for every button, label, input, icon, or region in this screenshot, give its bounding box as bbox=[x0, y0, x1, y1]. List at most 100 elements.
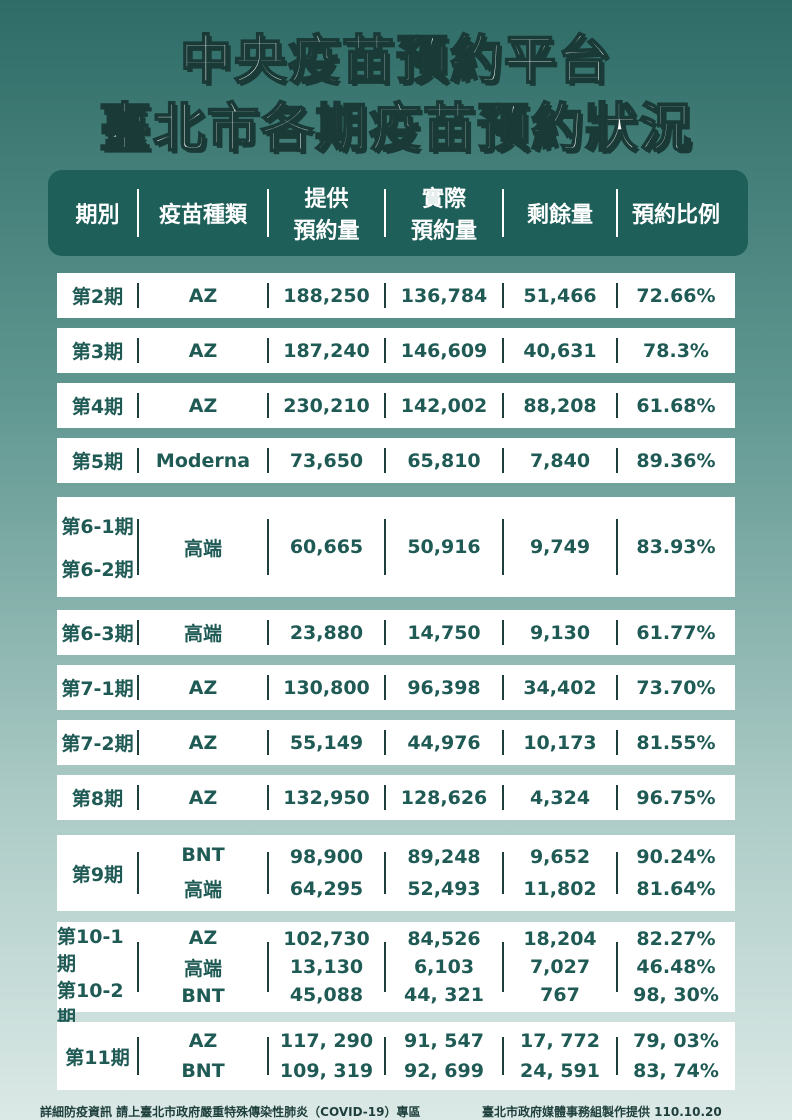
cell-text: 第7-2期 bbox=[61, 733, 134, 755]
cell-text: 88,208 bbox=[523, 394, 597, 417]
table-row: 第4期 AZ 230,210 142,002 88,208 61.68% bbox=[57, 383, 735, 428]
cell-text: 130,800 bbox=[283, 676, 370, 699]
remaining-cell: 9,652 11,802 bbox=[503, 835, 617, 911]
ratio-cell: 79, 03% 83, 74% bbox=[617, 1022, 735, 1090]
period-cell: 第11期 bbox=[57, 1022, 138, 1090]
column-divider bbox=[384, 784, 386, 811]
column-divider bbox=[384, 519, 386, 575]
column-divider bbox=[384, 337, 386, 364]
column-divider bbox=[384, 392, 386, 419]
booked-cell: 44,976 bbox=[385, 720, 503, 765]
cell-text: 疫苗種類 bbox=[158, 203, 247, 228]
footer-note: 詳細防疫資訊 請上臺北市政府嚴重特殊傳染性肺炎（COVID-19）專區 bbox=[40, 1105, 421, 1119]
remaining-cell: 4,324 bbox=[503, 775, 617, 820]
column-divider bbox=[267, 941, 269, 993]
booked-cell: 65,810 bbox=[385, 438, 503, 483]
column-divider bbox=[616, 1036, 618, 1076]
cell-text: 10,173 bbox=[523, 731, 597, 754]
ratio-cell: 96.75% bbox=[617, 775, 735, 820]
cell-text: 44,976 bbox=[407, 731, 481, 754]
ratio-cell: 81.55% bbox=[617, 720, 735, 765]
cell-text: 90.24% bbox=[636, 845, 716, 868]
table-row: 第11期 AZ BNT 117, 290 109, 319 91, 547 92, 699 1… bbox=[57, 1022, 735, 1090]
column-divider bbox=[502, 619, 504, 646]
cell-text: 第8期 bbox=[71, 788, 124, 810]
cell-text: 第9期 bbox=[71, 863, 124, 886]
cell-text: 89.36% bbox=[636, 449, 716, 472]
cell-text: 55,149 bbox=[289, 731, 364, 754]
column-divider bbox=[137, 619, 139, 646]
booked-cell: 89,248 52,493 bbox=[385, 835, 503, 911]
column-divider bbox=[137, 282, 139, 309]
cell-text: 45,088 bbox=[289, 984, 364, 1006]
column-divider bbox=[616, 674, 618, 701]
column-divider bbox=[384, 729, 386, 756]
vaccine-cell: AZ BNT bbox=[138, 1022, 268, 1090]
cell-text: 高端 bbox=[183, 879, 222, 901]
cell-text: 61.77% bbox=[636, 621, 716, 644]
cell-text: 預約比例 bbox=[631, 203, 720, 228]
cell-text: 188,250 bbox=[283, 284, 370, 307]
ratio-cell: 61.77% bbox=[617, 610, 735, 655]
column-divider bbox=[384, 447, 386, 474]
ratio-cell: 83.93% bbox=[617, 497, 735, 597]
cell-text: 高端 bbox=[183, 957, 222, 980]
cell-text: 第6-3期 bbox=[61, 623, 134, 645]
cell-text: 102,730 bbox=[283, 928, 370, 950]
column-divider bbox=[267, 851, 269, 895]
cell-text: 18,204 bbox=[523, 928, 597, 950]
column-divider bbox=[502, 392, 504, 419]
cell-text: 767 bbox=[540, 984, 580, 1006]
ratio-cell: 82.27% 46.48% 98, 30% bbox=[617, 922, 735, 1012]
column-divider bbox=[137, 784, 139, 811]
remaining-cell: 40,631 bbox=[503, 328, 617, 373]
cell-text: 9,749 bbox=[529, 536, 591, 558]
column-divider bbox=[616, 392, 618, 419]
cell-text: 84,526 bbox=[407, 928, 481, 950]
cell-text: 91, 547 bbox=[404, 1030, 484, 1052]
column-divider bbox=[502, 447, 504, 474]
cell-text: 34,402 bbox=[523, 676, 597, 699]
cell-text: 第6-1期 bbox=[61, 516, 134, 539]
cell-text: AZ bbox=[188, 676, 218, 699]
cell-text: 51,466 bbox=[523, 284, 597, 307]
cell-text: 109, 319 bbox=[279, 1060, 374, 1082]
booked-cell: 50,916 bbox=[385, 497, 503, 597]
cell-text: AZ bbox=[188, 284, 218, 307]
cell-text: 52,493 bbox=[407, 878, 481, 901]
cell-text: 9,130 bbox=[529, 621, 591, 644]
cell-text: 146,609 bbox=[400, 339, 488, 362]
cell-text: AZ bbox=[188, 786, 218, 809]
column-divider bbox=[267, 784, 269, 811]
booked-cell: 實際 預約量 bbox=[385, 170, 503, 256]
cell-text: 117, 290 bbox=[279, 1030, 374, 1052]
cell-text: 預約量 bbox=[293, 219, 360, 244]
cell-text: 81.55% bbox=[636, 731, 716, 754]
vaccine-cell: AZ bbox=[138, 775, 268, 820]
remaining-cell: 18,204 7,027 767 bbox=[503, 922, 617, 1012]
cell-text: 14,750 bbox=[407, 621, 481, 644]
offered-cell: 187,240 bbox=[268, 328, 385, 373]
column-divider bbox=[267, 188, 269, 238]
cell-text: AZ bbox=[188, 339, 218, 362]
column-divider bbox=[502, 729, 504, 756]
column-divider bbox=[502, 851, 504, 895]
cell-text: 高端 bbox=[183, 537, 222, 560]
cell-text: 46.48% bbox=[636, 956, 716, 978]
cell-text: 73,650 bbox=[289, 449, 364, 472]
cell-text: 提供 bbox=[304, 187, 349, 212]
column-divider bbox=[267, 282, 269, 309]
cell-text: AZ bbox=[188, 731, 218, 754]
column-divider bbox=[502, 519, 504, 575]
vaccine-cell: AZ bbox=[138, 273, 268, 318]
period-cell: 期別 bbox=[57, 170, 138, 256]
cell-text: 65,810 bbox=[407, 449, 481, 472]
cell-text: 83, 74% bbox=[633, 1060, 719, 1082]
cell-text: 實際 bbox=[421, 187, 466, 212]
cell-text: 第5期 bbox=[71, 451, 124, 473]
column-divider bbox=[616, 851, 618, 895]
vaccine-cell: AZ bbox=[138, 328, 268, 373]
cell-text: 11,802 bbox=[523, 878, 597, 901]
remaining-cell: 10,173 bbox=[503, 720, 617, 765]
